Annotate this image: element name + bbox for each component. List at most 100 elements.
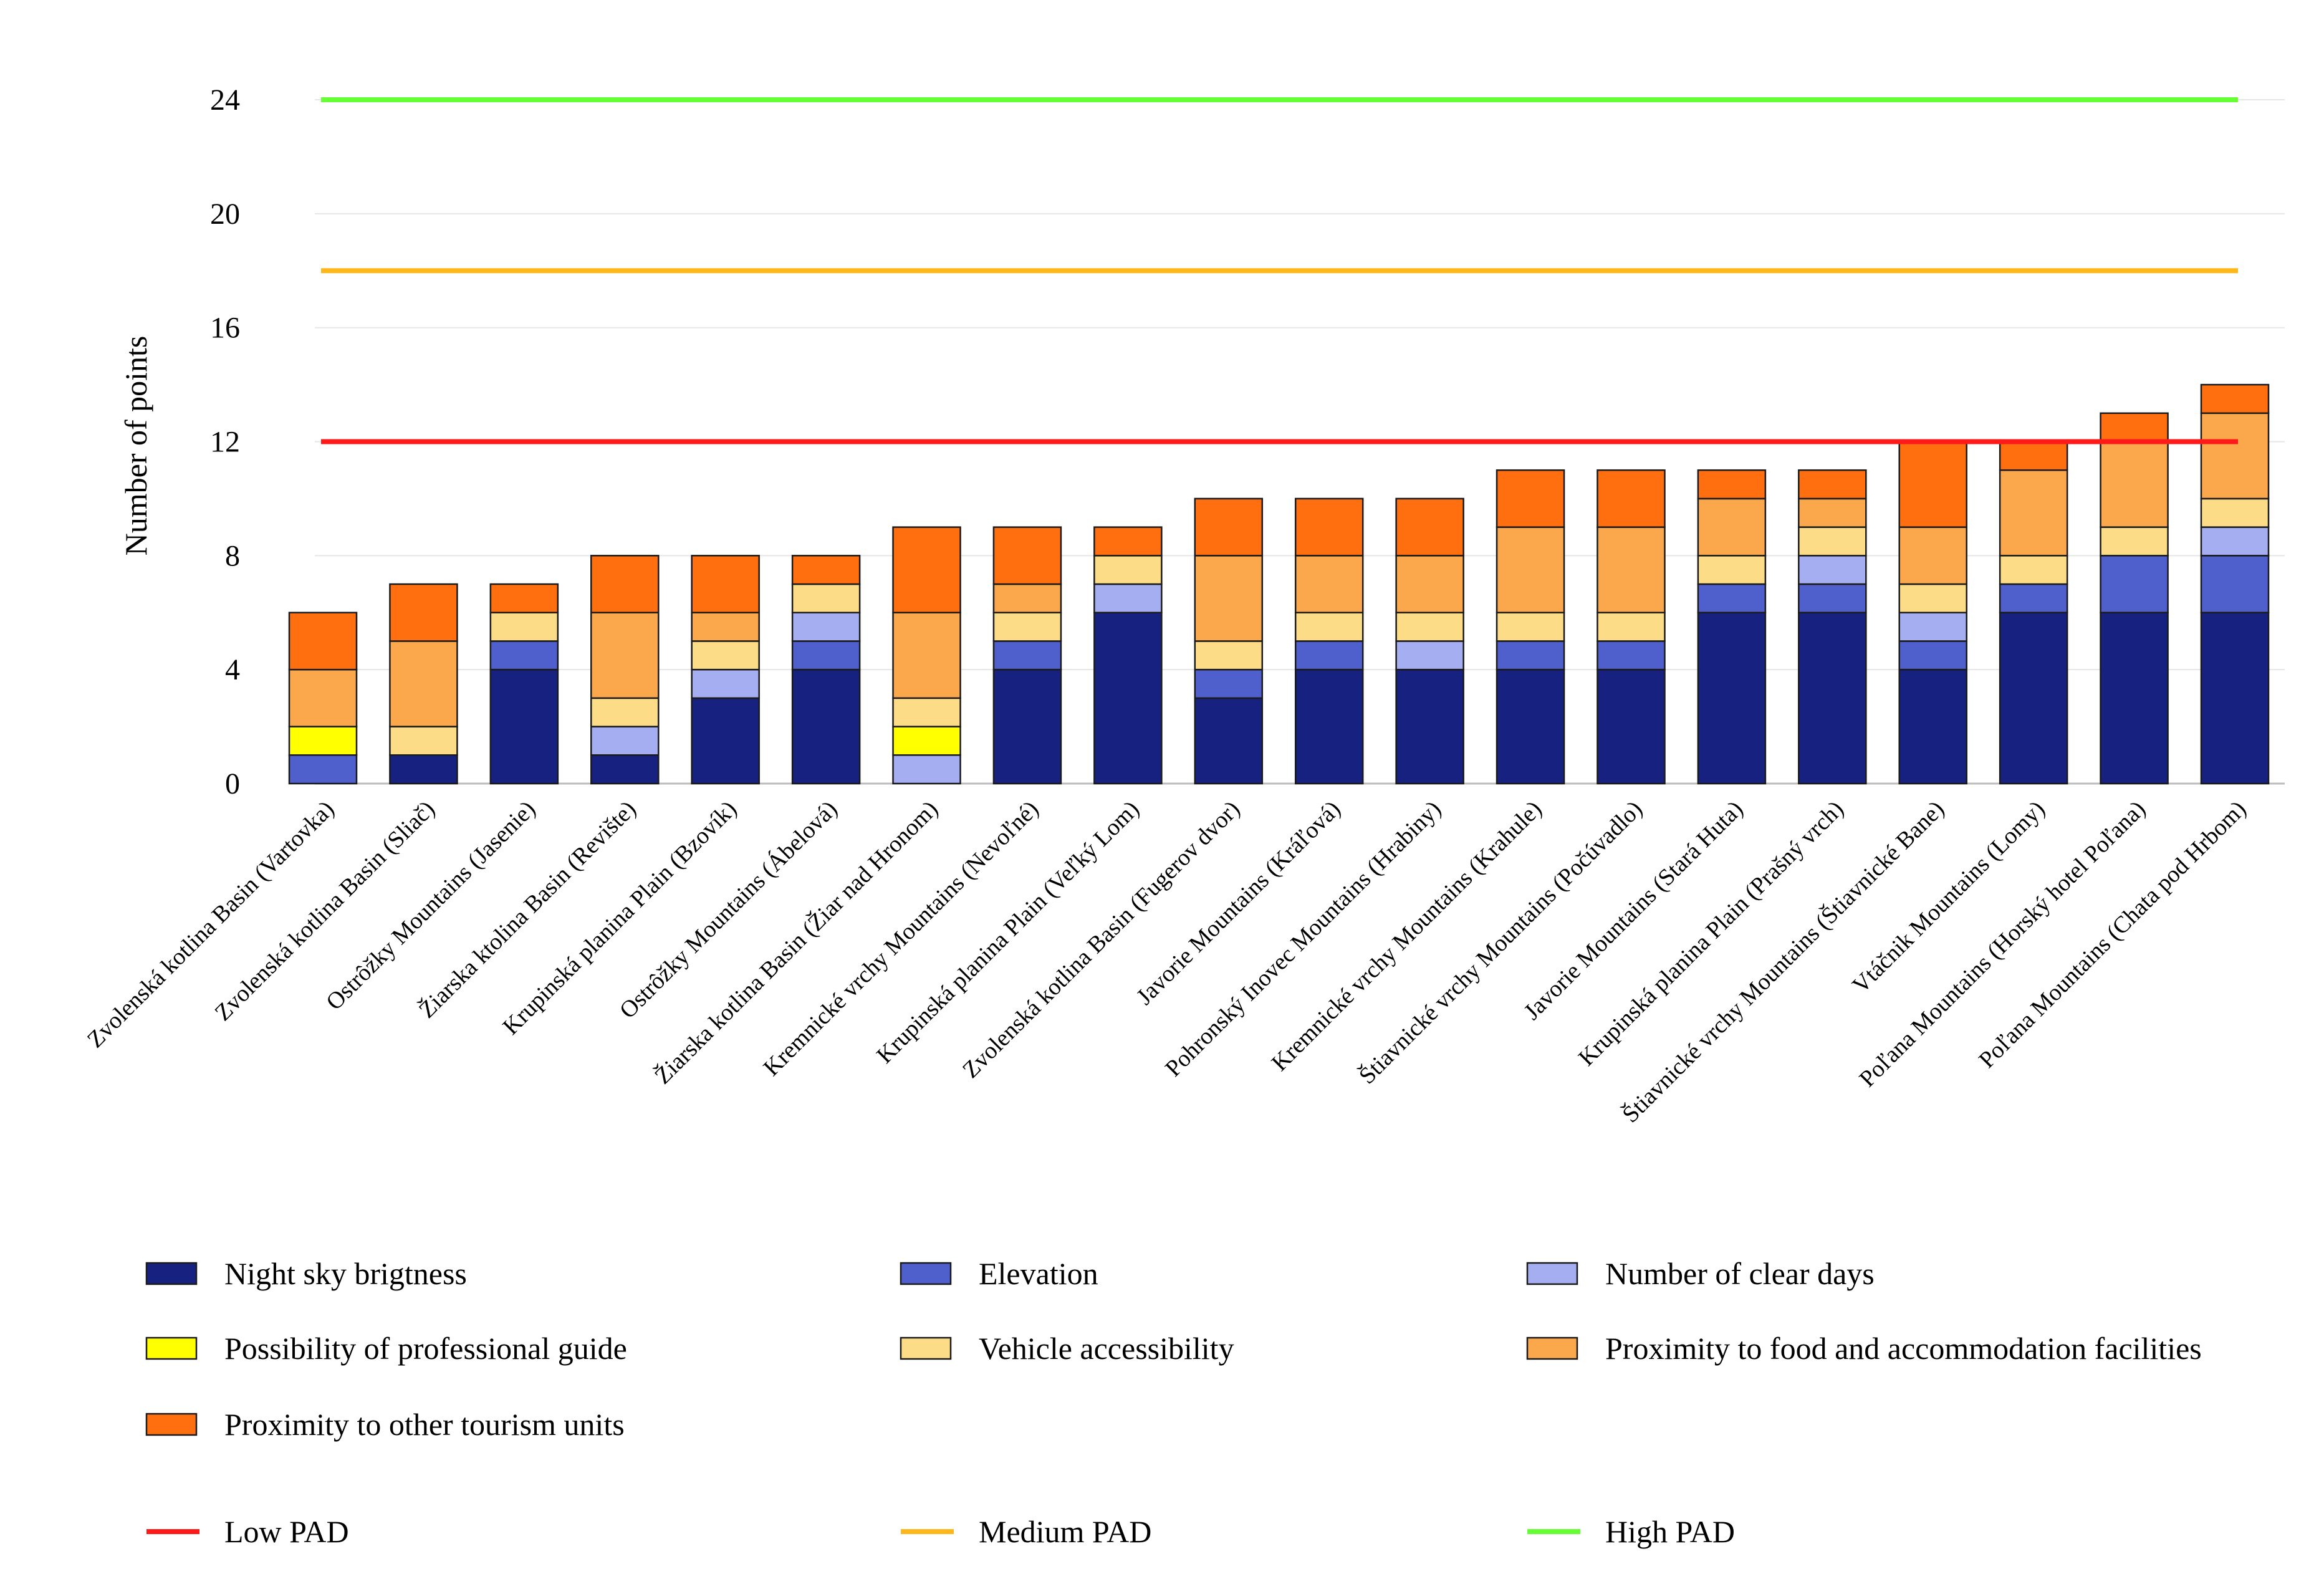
bar-segment bbox=[992, 640, 1062, 671]
bar-segment bbox=[288, 668, 358, 727]
x-tick-label: Vtáčnik Mountains (Lomy) bbox=[1847, 796, 2050, 999]
legend-label: Proximity to food and accommodation faci… bbox=[1605, 1331, 2202, 1366]
bar-segment bbox=[1194, 497, 1264, 557]
bar-segment bbox=[1798, 469, 1867, 500]
bar-segment bbox=[1999, 441, 2068, 471]
bar-segment bbox=[389, 583, 458, 642]
legend-label: Possibility of professional guide bbox=[224, 1331, 627, 1366]
legend-swatch bbox=[145, 1336, 198, 1360]
bar-segment bbox=[1898, 526, 1967, 585]
bar-segment bbox=[590, 754, 660, 785]
bars bbox=[288, 383, 2270, 785]
bar-segment bbox=[992, 668, 1062, 785]
bar-segment bbox=[590, 726, 660, 756]
y-axis-title: Number of points bbox=[118, 336, 153, 556]
bar-segment bbox=[1597, 526, 1666, 613]
bar-segment bbox=[1999, 555, 2068, 585]
bar-segment bbox=[1597, 612, 1666, 642]
legend-label: Low PAD bbox=[224, 1514, 349, 1549]
bar-segment bbox=[892, 726, 961, 756]
bar-segment bbox=[1294, 640, 1364, 671]
bar-segment bbox=[1093, 526, 1163, 557]
bar-segment bbox=[489, 640, 559, 671]
legend-swatch bbox=[900, 1262, 952, 1285]
bar-segment bbox=[992, 612, 1062, 642]
bar-segment bbox=[1798, 612, 1867, 785]
legend-label: High PAD bbox=[1605, 1514, 1735, 1549]
legend-label: Proximity to other tourism units bbox=[224, 1407, 625, 1442]
bar-segment bbox=[691, 640, 760, 671]
bar-segment bbox=[288, 726, 358, 756]
legend-label: Medium PAD bbox=[979, 1514, 1151, 1549]
bar-segment bbox=[1093, 583, 1163, 614]
bar-segment bbox=[2100, 441, 2169, 528]
bar-segment bbox=[1697, 583, 1767, 614]
bar-segment bbox=[1898, 583, 1967, 614]
bar-segment bbox=[2100, 612, 2169, 785]
bar-segment bbox=[489, 612, 559, 642]
bar-segment bbox=[1798, 583, 1867, 614]
bar-segment bbox=[489, 583, 559, 614]
bar-segment bbox=[1093, 612, 1163, 785]
bar-segment bbox=[1194, 555, 1264, 642]
bar-segment bbox=[1395, 497, 1464, 557]
x-axis-category-labels: Zvolenská kotlina Basin (Vartovka)Zvolen… bbox=[82, 796, 2252, 1128]
bar-segment bbox=[1093, 555, 1163, 585]
x-tick-label: Ostrôžky Mountains (Jasenie) bbox=[321, 796, 540, 1015]
bar-segment bbox=[1496, 668, 1565, 785]
bar-segment bbox=[1898, 441, 1967, 528]
bar-segment bbox=[1496, 526, 1565, 613]
bar-segment bbox=[2200, 555, 2270, 613]
bar-segment bbox=[1597, 668, 1666, 785]
bar-segment bbox=[1395, 668, 1464, 785]
bar-segment bbox=[1999, 469, 2068, 557]
y-tick-label: 20 bbox=[210, 198, 240, 231]
bar-segment bbox=[2200, 412, 2270, 500]
legend-label: Night sky brigtness bbox=[224, 1256, 467, 1291]
bar-segment bbox=[2100, 412, 2169, 443]
bar-segment bbox=[590, 697, 660, 727]
x-tick-label: Žiarska ktolina Basin (Revište) bbox=[414, 796, 641, 1024]
legend-label: Vehicle accessibility bbox=[979, 1331, 1234, 1366]
bar-segment bbox=[2200, 497, 2270, 528]
bar-segment bbox=[691, 697, 760, 785]
legend-swatch bbox=[900, 1336, 952, 1360]
bar-segment bbox=[691, 612, 760, 642]
bar-segment bbox=[1697, 612, 1767, 785]
legend-swatch bbox=[1526, 1262, 1578, 1285]
bar-segment bbox=[2100, 555, 2169, 613]
y-tick-label: 0 bbox=[225, 767, 240, 800]
bar-segment bbox=[892, 526, 961, 613]
bar-segment bbox=[1898, 640, 1967, 671]
bar-segment bbox=[691, 668, 760, 699]
x-tick-label: Zvolenská kotlina Basin (Sliač) bbox=[210, 796, 440, 1026]
bar-segment bbox=[1395, 612, 1464, 642]
bar-segment bbox=[489, 668, 559, 785]
bar-segment bbox=[1597, 640, 1666, 671]
y-axis-ticks: 0 4 8 12 16 20 24 bbox=[210, 84, 240, 800]
y-tick-label: 24 bbox=[210, 84, 240, 117]
legend-swatch bbox=[145, 1413, 198, 1436]
bar-segment bbox=[2200, 612, 2270, 785]
bar-segment bbox=[791, 555, 861, 585]
bar-segment bbox=[1798, 497, 1867, 528]
legend-label: Elevation bbox=[979, 1256, 1098, 1291]
bar-segment bbox=[1395, 640, 1464, 671]
bar-segment bbox=[1999, 583, 2068, 614]
bar-segment bbox=[1496, 612, 1565, 642]
y-tick-label: 16 bbox=[210, 312, 240, 345]
bar-segment bbox=[1395, 555, 1464, 613]
bar-segment bbox=[791, 640, 861, 671]
legend-swatch bbox=[1526, 1336, 1578, 1360]
y-tick-label: 4 bbox=[225, 653, 240, 686]
bar-segment bbox=[1697, 469, 1767, 500]
bar-segment bbox=[1194, 640, 1264, 671]
bar-segment bbox=[2100, 526, 2169, 557]
y-tick-label: 12 bbox=[210, 426, 240, 459]
bar-segment bbox=[691, 555, 760, 613]
bar-segment bbox=[1496, 469, 1565, 528]
bar-segment bbox=[1194, 697, 1264, 785]
bar-segment bbox=[590, 555, 660, 613]
legend-swatch bbox=[145, 1262, 198, 1285]
